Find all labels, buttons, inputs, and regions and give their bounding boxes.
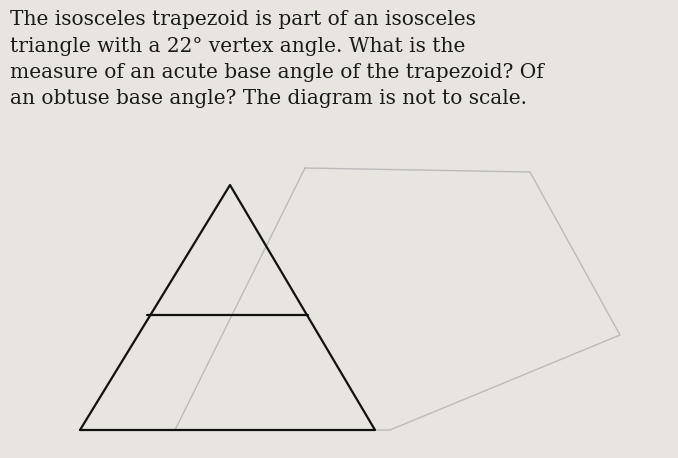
Text: The isosceles trapezoid is part of an isosceles
triangle with a 22° vertex angle: The isosceles trapezoid is part of an is… xyxy=(10,10,544,109)
